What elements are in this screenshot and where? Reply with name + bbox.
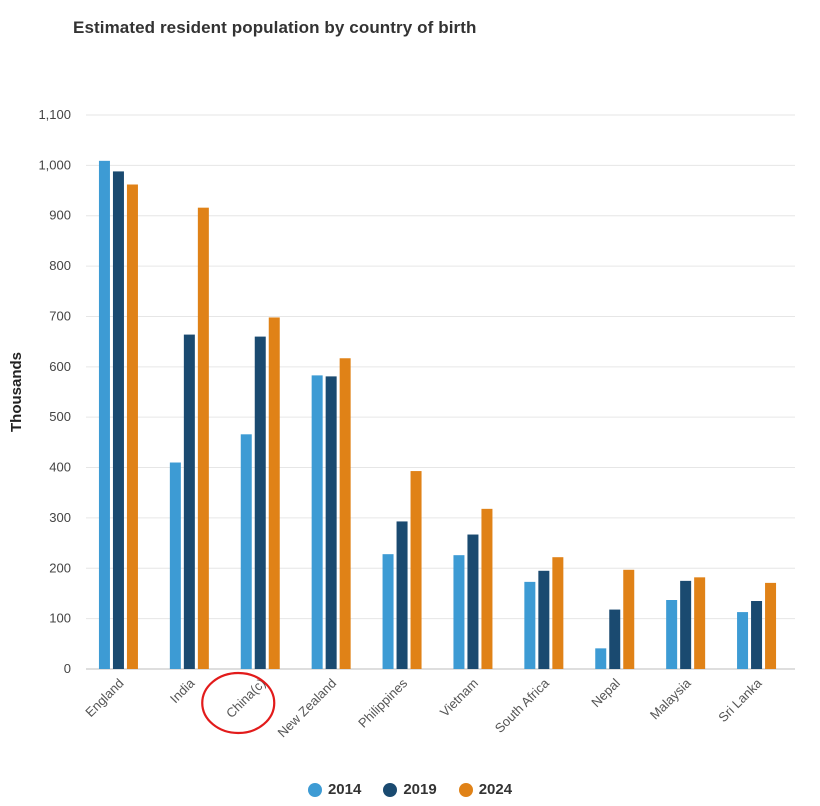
legend-item-2014: 2014	[307, 781, 362, 798]
legend-swatch	[307, 782, 322, 797]
bar-2024	[552, 557, 564, 669]
y-tick-label: 400	[49, 460, 71, 475]
bar-2019	[467, 534, 479, 669]
x-tick-label: Nepal	[588, 675, 623, 710]
bar-2024	[339, 358, 351, 669]
y-tick-label: 100	[49, 611, 71, 626]
x-tick-label: New Zealand	[274, 676, 339, 741]
bar-2014	[737, 612, 749, 669]
bar-2024	[623, 569, 635, 669]
legend-label: 2019	[403, 781, 437, 798]
x-tick-label: Malaysia	[647, 675, 694, 722]
bar-chart: 0 100 200 300 400 500 600 700 800 900 1,000 1,100 Th…	[8, 107, 795, 741]
y-tick-label: 500	[49, 409, 71, 424]
bar-2024	[126, 184, 138, 669]
bar-2019	[254, 336, 266, 669]
bar-2014	[240, 434, 252, 669]
bar-2024	[197, 207, 209, 669]
y-tick-label: 900	[49, 208, 71, 223]
legend-swatch	[458, 782, 473, 797]
bar-2014	[311, 375, 323, 669]
bar-2014	[666, 600, 678, 669]
legend-label: 2024	[478, 781, 513, 798]
bar-2019	[183, 334, 195, 669]
x-tick-label: China(c)	[223, 676, 268, 721]
bar-2019	[325, 376, 337, 669]
bar-2014	[595, 648, 607, 669]
bar-2019	[609, 609, 621, 669]
x-tick-label: South Africa	[492, 675, 553, 736]
legend-item-2024: 2024	[458, 781, 513, 798]
y-tick-label: 1,100	[38, 107, 71, 122]
bar-2014	[98, 160, 110, 669]
bar-2014	[382, 554, 394, 669]
bar-2019	[112, 171, 124, 669]
y-tick-label: 800	[49, 258, 71, 273]
chart-legend: 2014 2019 2024	[0, 781, 820, 798]
legend-label: 2014	[327, 781, 362, 798]
bar-2019	[538, 570, 550, 669]
bar-2019	[680, 580, 692, 669]
bar-2024	[481, 508, 493, 669]
y-axis-label: Thousands	[8, 352, 25, 432]
chart-title: Estimated resident population by country…	[73, 18, 477, 37]
x-tick-label: Vietnam	[437, 676, 481, 720]
bar-2019	[751, 601, 763, 669]
y-tick-label: 700	[49, 308, 71, 323]
highlight-circle-annotation	[201, 671, 276, 735]
bar-2024	[765, 582, 777, 669]
bar-2014	[453, 555, 465, 669]
bar-2014	[524, 581, 536, 669]
y-tick-label: 1,000	[38, 157, 71, 172]
x-tick-label: India	[167, 675, 198, 706]
bar-2024	[694, 577, 706, 669]
y-tick-label: 600	[49, 359, 71, 374]
y-tick-label: 0	[64, 661, 71, 676]
x-tick-label: England	[82, 676, 126, 720]
bar-2024	[268, 317, 280, 669]
legend-item-2019: 2019	[383, 781, 437, 798]
bar-2014	[169, 462, 181, 669]
bar-2019	[396, 521, 408, 669]
y-tick-label: 200	[49, 560, 71, 575]
x-tick-label: Philippines	[355, 675, 410, 730]
x-tick-label: Sri Lanka	[715, 675, 765, 725]
legend-swatch	[383, 782, 398, 797]
bar-2024	[410, 471, 422, 669]
y-tick-label: 300	[49, 510, 71, 525]
